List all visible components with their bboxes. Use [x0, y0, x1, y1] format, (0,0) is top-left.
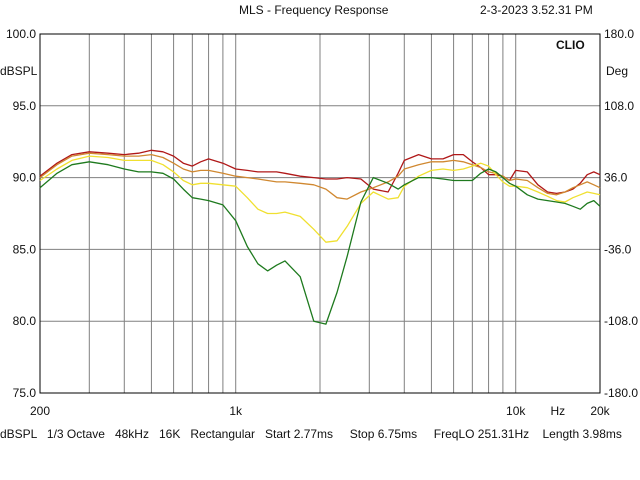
plot-frame [39, 33, 601, 394]
y-tick-label-left: 95.0 [13, 99, 37, 113]
y-tick-label-right: -36.0 [604, 242, 632, 256]
grid-lines [40, 34, 600, 393]
x-tick-label: 20k [590, 404, 610, 418]
status-bar: dBSPL 1/3 Octave 48kHz 16K Rectangular S… [0, 427, 622, 441]
chart-title: MLS - Frequency Response [239, 3, 389, 17]
y-tick-label-right: -180.0 [604, 386, 638, 400]
x-tick-label: 10k [506, 404, 526, 418]
series-line-4 [39, 161, 601, 325]
y-tick-label-right: 180.0 [604, 27, 634, 41]
series-line-2 [39, 152, 601, 200]
data-series-group [39, 149, 601, 325]
y-tick-label-left: 90.0 [13, 171, 37, 185]
x-tick-label: 200 [30, 404, 50, 418]
y-axis-label-right: Deg [606, 64, 629, 78]
y-tick-label-left: 75.0 [13, 386, 37, 400]
y-tick-label-left: 85.0 [13, 242, 37, 256]
y-tick-label-right: -108.0 [604, 314, 638, 328]
y-tick-label-right: 108.0 [604, 99, 634, 113]
y-axis-label-left: dBSPL [0, 64, 38, 78]
series-line-1 [39, 149, 601, 195]
x-tick-label: 1k [229, 404, 243, 418]
y-tick-label-left: 100.0 [6, 27, 36, 41]
y-tick-label-left: 80.0 [13, 314, 37, 328]
brand-label: CLIO [556, 38, 585, 52]
x-axis-unit-label: Hz [551, 404, 566, 418]
y-tick-label-right: 36.0 [604, 171, 628, 185]
axis-labels: 75.0 80.0 85.0 90.0 95.0 100.0 -180.0 -108.0 -36… [6, 27, 638, 418]
timestamp: 2-3-2023 3.52.31 PM [480, 3, 593, 17]
